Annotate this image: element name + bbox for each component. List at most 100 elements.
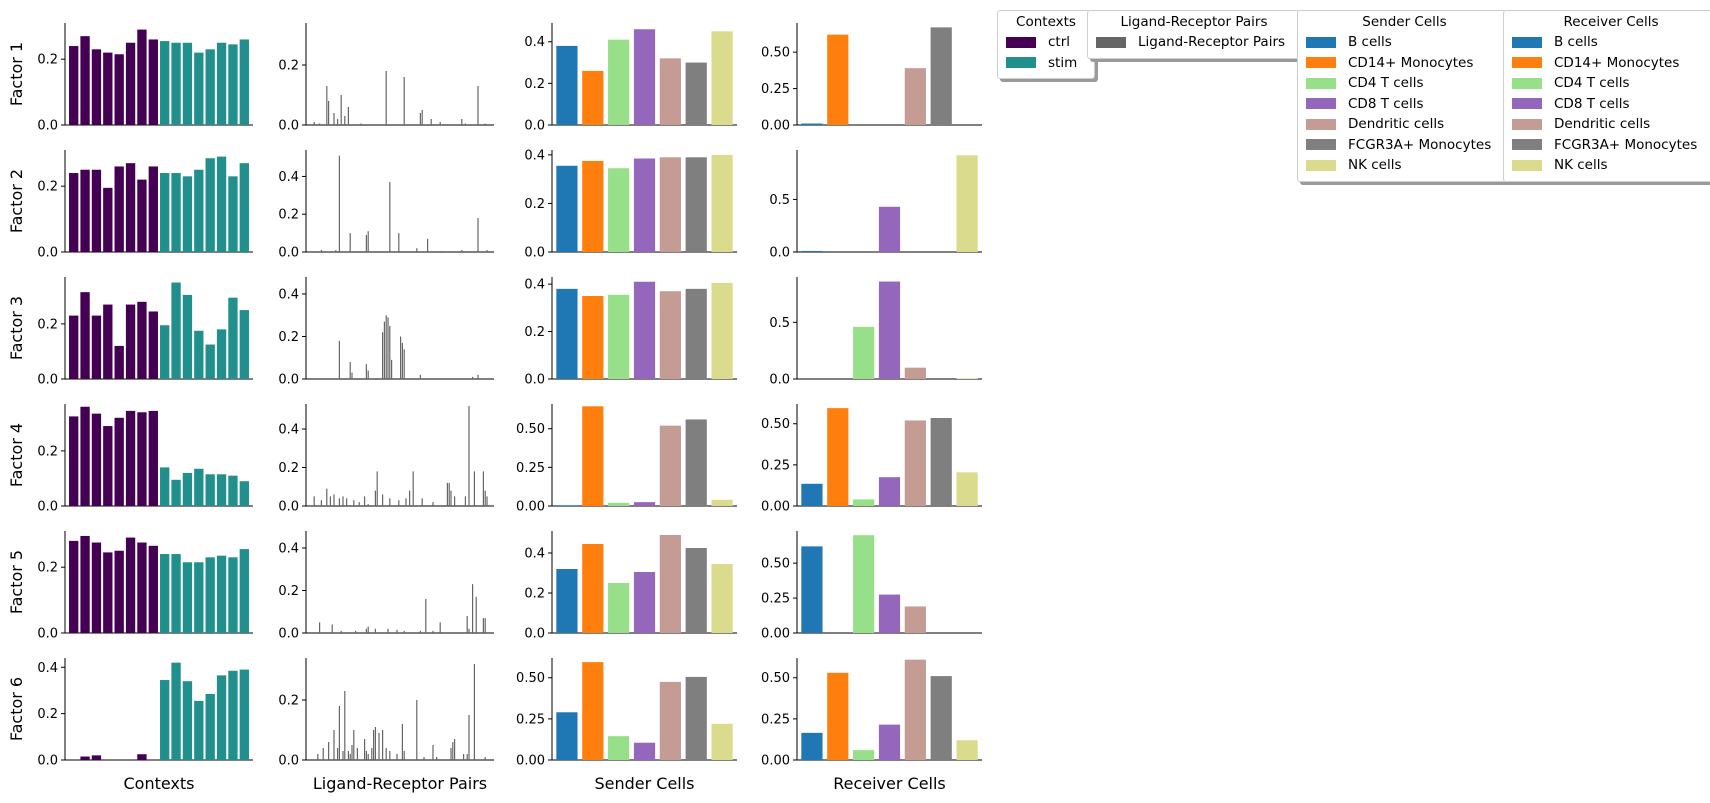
bar (239, 163, 249, 252)
bar (827, 672, 849, 760)
legend-title: Sender Cells (1362, 14, 1447, 30)
bar (930, 676, 952, 760)
bar (216, 474, 227, 506)
bar (148, 39, 158, 125)
lr-bar (364, 739, 366, 760)
y-tick-label: 0.2 (278, 330, 299, 345)
lr-bar (360, 123, 362, 125)
bar (685, 157, 707, 252)
y-tick-label: 0.2 (278, 694, 299, 709)
legend-swatch (1306, 98, 1336, 110)
lr-bar (464, 496, 466, 506)
legend-label: Dendritic cells (1348, 116, 1445, 133)
lr-bar (468, 715, 470, 760)
y-tick-label: 0.4 (524, 547, 545, 562)
lr-bar (475, 596, 477, 633)
y-tick-label: 0.4 (524, 148, 545, 163)
lr-bar (466, 616, 468, 633)
bar (125, 537, 136, 633)
lr-bar (389, 182, 391, 252)
legend-swatch (1512, 57, 1542, 69)
lr-bar (398, 233, 400, 252)
y-tick-label: 0.50 (761, 557, 790, 572)
lr-bar (358, 502, 360, 506)
lr-bar (367, 231, 369, 252)
legend-entry: CD4 T cells (1512, 73, 1710, 94)
factor-row-label: Factor 2 (7, 169, 26, 233)
bar (633, 29, 656, 126)
bar (659, 425, 681, 506)
lr-bar (461, 119, 463, 125)
bar (205, 344, 215, 379)
lr-bar (477, 374, 479, 379)
bar (216, 329, 227, 379)
legend-receiver-cells: Receiver Cells B cells CD14+ Monocytes CD4 … (1503, 10, 1710, 182)
legend-swatch (1306, 118, 1336, 130)
y-tick-label: 0.2 (524, 77, 545, 92)
bar (239, 481, 249, 506)
bar (137, 301, 147, 379)
bar (228, 297, 238, 379)
bar (182, 681, 193, 760)
y-tick-label: 0.0 (37, 246, 58, 261)
lr-bar (416, 248, 418, 252)
bar (239, 310, 249, 379)
legend-swatch (1512, 77, 1542, 89)
lr-bar (320, 500, 322, 506)
lr-bar (349, 754, 351, 760)
bar (91, 169, 102, 252)
legend-sender-cells: Sender Cells B cells CD14+ Monocytes CD4 T … (1297, 10, 1512, 182)
y-tick-label: 0.2 (278, 59, 299, 74)
bar (904, 606, 926, 633)
lr-bar (477, 218, 479, 252)
bar (556, 505, 578, 506)
bar (556, 288, 578, 379)
legend-entry: FCGR3A+ Monocytes (1512, 135, 1710, 156)
lr-bar (313, 496, 315, 506)
bar (853, 535, 875, 633)
lr-bar (344, 691, 346, 760)
bar (80, 169, 90, 252)
bar (239, 549, 249, 633)
lr-bar (461, 250, 463, 252)
bar (194, 52, 204, 126)
bar (148, 166, 158, 252)
y-tick-label: 0.0 (278, 119, 299, 134)
bar (659, 291, 681, 379)
bar (633, 502, 656, 506)
y-tick-label: 0.00 (761, 119, 790, 134)
lr-bar (365, 235, 367, 252)
y-tick-label: 0.50 (516, 422, 545, 437)
y-tick-label: 0.0 (37, 119, 58, 134)
lr-bar (398, 500, 400, 506)
bar (608, 583, 630, 633)
y-tick-label: 0.5 (769, 193, 790, 208)
lr-bar (387, 317, 389, 379)
bar (125, 304, 136, 379)
bar (91, 315, 102, 379)
bar (216, 675, 227, 760)
lr-bar (421, 498, 423, 506)
bar (182, 42, 193, 125)
lr-bar (340, 95, 342, 125)
bar (194, 330, 204, 379)
bar (182, 562, 193, 633)
y-tick-label: 0.2 (524, 587, 545, 602)
bar (137, 542, 147, 633)
lr-bar (319, 123, 321, 125)
bar (103, 304, 113, 379)
legend-title: Receiver Cells (1563, 14, 1659, 30)
bar (556, 45, 578, 125)
lr-bar (385, 71, 387, 125)
lr-bar (439, 122, 441, 125)
lr-bar (355, 630, 357, 633)
lr-bar (454, 496, 456, 506)
bar (582, 406, 604, 506)
y-tick-label: 0.25 (516, 712, 545, 727)
lr-bar (331, 624, 333, 633)
lr-bar (326, 488, 328, 506)
y-tick-label: 0.25 (761, 458, 790, 473)
legend-label: ctrl (1048, 34, 1071, 51)
legend-label: B cells (1348, 34, 1392, 51)
legend-swatch (1512, 118, 1542, 130)
